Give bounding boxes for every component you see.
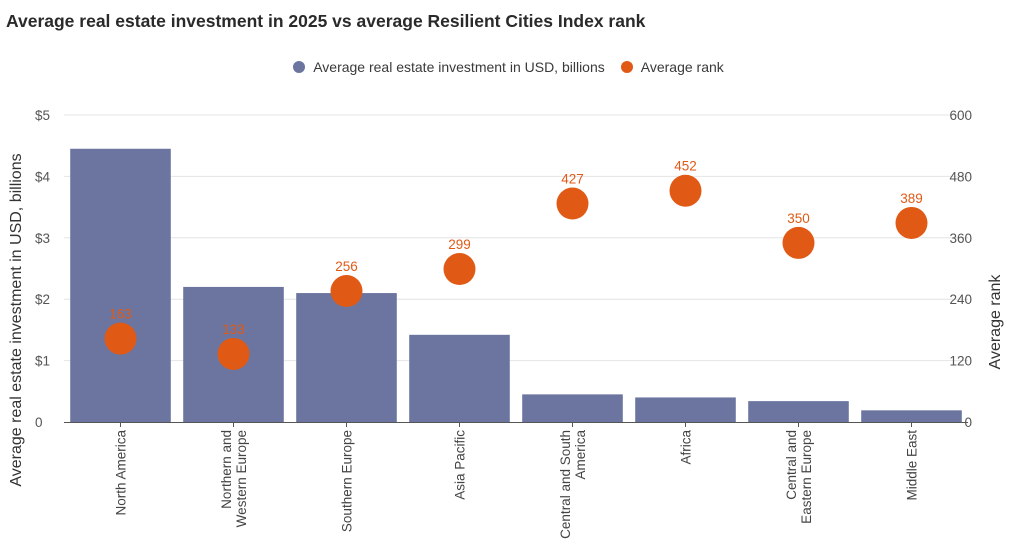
legend-swatch-rank xyxy=(620,61,633,73)
y-tick-left: 0 xyxy=(35,415,43,430)
x-tick-label: Africa xyxy=(679,430,694,465)
rank-data-label: 299 xyxy=(448,237,471,252)
rank-point[interactable] xyxy=(217,337,250,370)
x-tick-label: Southern Europe xyxy=(340,430,355,532)
x-tick-label: Asia Pacific xyxy=(453,430,468,500)
rank-data-label: 350 xyxy=(787,211,810,226)
rank-series: 163 133 256 299 427 452 350 389 xyxy=(104,159,928,370)
legend-label-investment: Average real estate investment in USD, b… xyxy=(313,59,605,75)
x-tick-label-line: Central and South xyxy=(558,430,573,539)
y-tick-right: 120 xyxy=(949,354,972,369)
y-tick-right: 360 xyxy=(949,231,972,246)
y-tick-left: $4 xyxy=(35,169,51,184)
y-tick-left: $1 xyxy=(35,354,50,369)
legend-label-rank: Average rank xyxy=(640,59,724,75)
rank-point[interactable] xyxy=(443,253,476,286)
rank-data-label: 389 xyxy=(900,191,923,206)
x-tick-label-line: America xyxy=(573,430,588,480)
rank-point[interactable] xyxy=(669,174,702,207)
y-tick-right: 480 xyxy=(949,169,972,184)
category-labels: North America Northern and Western Europe S… xyxy=(114,430,920,539)
y-tick-right: 600 xyxy=(949,108,972,123)
bar[interactable] xyxy=(635,397,736,422)
rank-data-label: 163 xyxy=(109,307,132,322)
bar[interactable] xyxy=(522,394,623,422)
y-tick-right: 240 xyxy=(949,292,972,307)
bar-series xyxy=(70,148,962,422)
x-tick-label-line: Central and xyxy=(784,430,799,500)
legend-item-investment[interactable]: Average real estate investment in USD, b… xyxy=(293,59,605,75)
x-tick-label-line: Northern and xyxy=(219,430,234,509)
x-tick-label-line: Western Europe xyxy=(234,430,249,527)
x-tick-label-line: Middle East xyxy=(905,430,920,501)
x-tick-label: Central and South America xyxy=(558,430,588,539)
rank-data-label: 427 xyxy=(561,172,584,187)
x-tick-label: Northern and Western Europe xyxy=(219,430,249,527)
axes: 0 0 $1 120 $2 240 $3 360 $4 480 $5 600 xyxy=(35,108,972,430)
bar[interactable] xyxy=(748,401,849,422)
x-tick-label-line: North America xyxy=(114,430,129,516)
y-tick-left: $2 xyxy=(35,292,50,307)
rank-data-label: 452 xyxy=(674,159,697,174)
bar[interactable] xyxy=(861,410,962,422)
bar[interactable] xyxy=(70,148,171,422)
x-tick-label: North America xyxy=(114,430,129,516)
rank-point[interactable] xyxy=(782,226,815,259)
x-tick-label: Central and Eastern Europe xyxy=(784,430,814,524)
chart-title: Average real estate investment in 2025 v… xyxy=(6,11,646,31)
rank-data-label: 133 xyxy=(222,322,245,337)
y-axis-left-title: Average real estate investment in USD, b… xyxy=(8,153,25,486)
y-axis-right-title: Average rank xyxy=(987,274,1004,370)
x-tick-label-line: Asia Pacific xyxy=(453,430,468,500)
x-tick-label-line: Eastern Europe xyxy=(799,430,814,524)
x-tick-label-line: Africa xyxy=(679,430,694,465)
y-tick-left: $3 xyxy=(35,231,50,246)
x-tick-label: Middle East xyxy=(905,430,920,501)
rank-point[interactable] xyxy=(104,322,137,355)
rank-point[interactable] xyxy=(556,187,589,220)
y-tick-right: 0 xyxy=(964,415,972,430)
rank-data-label: 256 xyxy=(335,259,358,274)
legend-item-rank[interactable]: Average rank xyxy=(620,59,724,75)
x-tick-label-line: Southern Europe xyxy=(340,430,355,532)
rank-point[interactable] xyxy=(895,206,928,239)
rank-point[interactable] xyxy=(330,275,363,308)
bar[interactable] xyxy=(409,334,510,422)
bar[interactable] xyxy=(296,293,397,422)
legend-swatch-investment xyxy=(293,61,306,73)
y-tick-left: $5 xyxy=(35,108,50,123)
legend: Average real estate investment in USD, b… xyxy=(0,59,1017,75)
